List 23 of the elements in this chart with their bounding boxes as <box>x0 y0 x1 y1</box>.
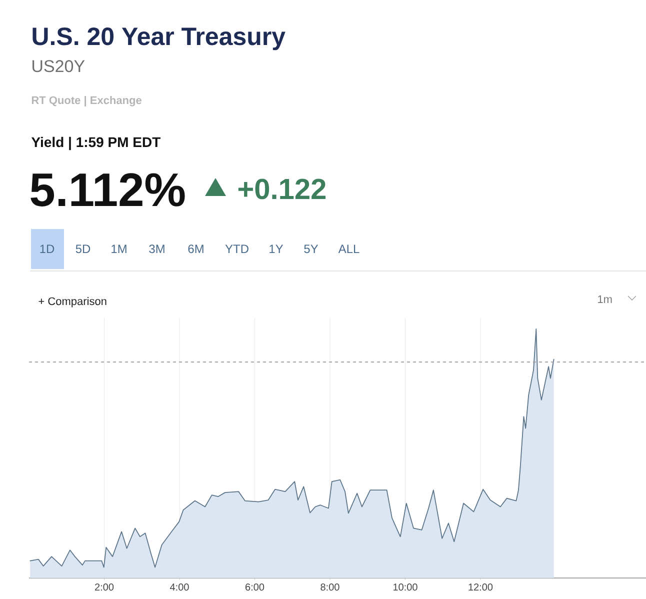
chart-title: U.S. 20 Year Treasury <box>32 28 286 50</box>
text: 5Y <box>304 244 318 254</box>
text: 6M <box>188 244 204 254</box>
text: RT Quote | Exchange <box>32 96 142 106</box>
x-tick-label: 2:00 <box>95 584 114 591</box>
text: YTD <box>225 244 248 253</box>
x-tick-label: 4:00 <box>170 584 189 591</box>
text: ALL <box>338 244 360 253</box>
text: 1M <box>112 244 126 253</box>
text: 1Y <box>270 244 284 253</box>
text: 5.112% <box>30 173 185 206</box>
text: 3M <box>149 244 164 254</box>
x-tick-label: 8:00 <box>320 584 340 591</box>
x-tick-label: 12:00 <box>468 584 493 591</box>
text: + Comparison <box>38 297 106 308</box>
text: +0.122 <box>238 178 326 200</box>
chart-subtitle: US20Y <box>32 60 85 72</box>
text: 1D <box>40 244 54 253</box>
text: Yield | 1:59 PM EDT <box>31 136 160 150</box>
text: 5D <box>76 244 90 254</box>
x-tick-label: 6:00 <box>246 584 264 591</box>
x-tick-label: 10:00 <box>393 584 418 591</box>
text: 1m <box>598 295 612 303</box>
